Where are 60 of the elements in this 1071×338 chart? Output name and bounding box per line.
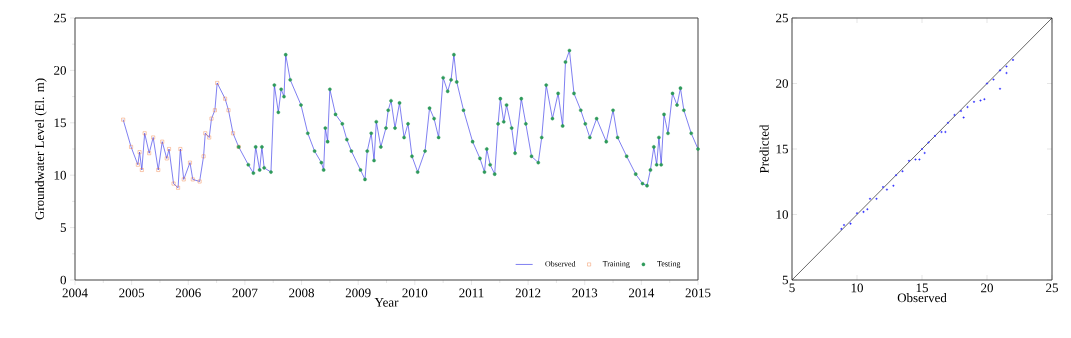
point bbox=[215, 81, 219, 85]
point bbox=[181, 177, 186, 182]
y-tick-label: 10 bbox=[54, 170, 67, 180]
point bbox=[137, 150, 142, 154]
point bbox=[197, 179, 202, 184]
y-tick-label: 25 bbox=[54, 13, 66, 23]
point bbox=[223, 96, 227, 101]
x-tick-label: 2012 bbox=[515, 288, 541, 298]
point bbox=[209, 116, 214, 121]
y-axis-title: Predicted bbox=[759, 124, 769, 174]
point bbox=[188, 160, 192, 165]
y-tick-label: 10 bbox=[776, 210, 788, 219]
x-tick-label: 2009 bbox=[345, 288, 371, 298]
point bbox=[160, 139, 165, 144]
x-tick-label: 2010 bbox=[402, 288, 428, 298]
x-tick-label: 2014 bbox=[628, 288, 655, 298]
x-tick-label: 10 bbox=[851, 283, 863, 293]
x-tick-label: 2015 bbox=[685, 288, 711, 298]
x-tick-label: 2008 bbox=[289, 288, 315, 298]
y-tick-label: 0 bbox=[60, 275, 67, 285]
y-tick-label: 5 bbox=[60, 223, 66, 232]
y-tick-label: 20 bbox=[776, 79, 788, 88]
x-tick-label: 20 bbox=[981, 283, 993, 293]
y-tick-label: 20 bbox=[54, 66, 67, 75]
point bbox=[203, 131, 208, 136]
point bbox=[140, 168, 144, 172]
x-tick-label: 5 bbox=[789, 283, 795, 293]
x-tick-label: 15 bbox=[916, 283, 928, 293]
point bbox=[147, 151, 151, 155]
y-tick-label: 15 bbox=[776, 144, 788, 154]
point bbox=[176, 185, 180, 190]
point bbox=[142, 131, 147, 136]
point bbox=[151, 135, 155, 140]
point bbox=[136, 162, 140, 167]
y-axis-title: Groundwater Level (El. m) bbox=[34, 78, 47, 220]
x-tick-label: 2011 bbox=[459, 288, 484, 298]
x-tick-label: 2007 bbox=[232, 288, 258, 298]
point bbox=[121, 117, 125, 122]
point bbox=[171, 181, 176, 186]
point bbox=[201, 154, 206, 159]
x-tick-label: 25 bbox=[1046, 283, 1058, 293]
point bbox=[191, 177, 195, 182]
point bbox=[178, 147, 183, 151]
x-axis-title: Observed bbox=[897, 293, 947, 303]
point bbox=[129, 145, 133, 149]
x-tick-label: 2013 bbox=[572, 288, 598, 298]
x-axis-title: Year bbox=[374, 298, 399, 307]
y-tick-label: 25 bbox=[776, 13, 788, 23]
y-tick-label: 5 bbox=[782, 275, 788, 285]
x-tick-label: 2004 bbox=[62, 288, 88, 298]
x-tick-label: 2005 bbox=[119, 288, 145, 298]
point bbox=[207, 135, 212, 140]
point bbox=[164, 156, 169, 161]
point bbox=[213, 108, 217, 113]
point bbox=[231, 131, 235, 136]
y-tick-label: 15 bbox=[54, 118, 66, 128]
x-tick-label: 2006 bbox=[175, 288, 201, 298]
point bbox=[226, 108, 231, 113]
point bbox=[167, 147, 171, 151]
point bbox=[156, 168, 161, 172]
